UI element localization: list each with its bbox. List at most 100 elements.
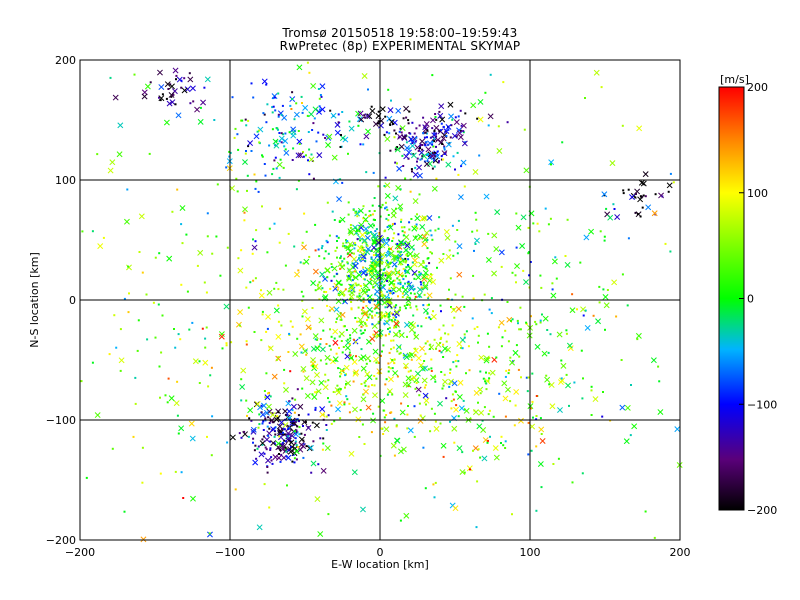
data-point-dot: [379, 215, 382, 218]
data-point-dot: [601, 415, 604, 418]
data-point-dot: [148, 152, 151, 155]
data-point-dot: [454, 359, 457, 362]
data-point-dot: [413, 132, 416, 135]
data-point-dot: [460, 124, 463, 127]
data-point-dot: [257, 190, 260, 193]
data-point-cross: [240, 367, 247, 374]
data-point-cross: [419, 215, 426, 222]
data-point-dot: [547, 351, 550, 354]
data-point-dot: [391, 393, 394, 396]
data-point-dot: [389, 247, 392, 250]
data-point-dot: [371, 310, 374, 313]
data-point-dot: [463, 333, 466, 336]
data-point-cross: [293, 111, 300, 118]
data-point-cross: [364, 371, 371, 378]
data-point-dot: [240, 119, 243, 122]
data-point-dot: [357, 124, 360, 127]
data-point-dot: [343, 403, 346, 406]
data-point-cross: [498, 319, 505, 326]
data-point-dot: [348, 120, 351, 123]
data-point-cross: [383, 240, 390, 247]
data-point-dot: [263, 483, 266, 486]
data-point-dot: [387, 88, 390, 91]
data-point-dot: [636, 213, 639, 215]
data-point-dot: [329, 287, 332, 290]
data-point-dot: [372, 298, 375, 301]
data-point-cross: [197, 249, 204, 256]
data-point-dot: [417, 149, 420, 152]
data-point-dot: [507, 340, 510, 343]
data-point-dot: [600, 86, 603, 89]
data-point-cross: [421, 377, 428, 384]
data-point-dot: [430, 273, 432, 276]
data-point-dot: [385, 217, 388, 220]
data-point-dot: [418, 273, 421, 276]
data-point-cross: [444, 234, 451, 241]
data-point-dot: [374, 219, 376, 221]
data-point-cross: [466, 465, 473, 472]
data-point-dot: [262, 435, 265, 438]
data-point-dot: [186, 290, 189, 293]
data-point-dot: [401, 292, 404, 295]
data-point-dot: [381, 293, 384, 296]
data-point-dot: [434, 116, 437, 118]
data-point-dot: [330, 266, 333, 268]
data-point-dot: [274, 109, 277, 112]
data-point-dot: [442, 324, 445, 327]
data-point-cross: [492, 445, 499, 452]
data-point-dot: [449, 136, 452, 139]
data-point-dot: [365, 324, 368, 327]
data-point-dot: [388, 326, 391, 329]
data-point-dot: [322, 133, 325, 136]
data-point-dot: [419, 158, 422, 161]
data-point-dot: [500, 345, 503, 348]
data-point-dot: [434, 229, 437, 232]
data-point-dot: [293, 461, 296, 464]
data-point-dot: [457, 360, 460, 363]
data-point-dot: [386, 208, 389, 211]
data-point-cross: [429, 153, 436, 159]
data-point-dot: [464, 112, 467, 115]
data-point-dot: [243, 219, 246, 222]
data-point-cross: [281, 114, 288, 121]
data-point-cross: [548, 382, 555, 388]
data-point-dot: [389, 149, 392, 152]
data-point-dot: [530, 449, 533, 452]
data-point-cross: [158, 95, 165, 102]
data-point-dot: [452, 398, 455, 401]
data-point-dot: [669, 172, 672, 175]
data-point-dot: [271, 173, 274, 176]
data-point-dot: [393, 305, 396, 308]
data-point-dot: [284, 132, 287, 135]
data-point-cross: [109, 159, 116, 166]
data-point-dot: [284, 148, 287, 151]
data-point-dot: [295, 429, 298, 432]
data-point-cross: [415, 386, 422, 393]
data-point-dot: [324, 373, 327, 376]
data-point-dot: [273, 287, 276, 290]
data-point-dot: [268, 144, 271, 147]
data-point-dot: [434, 420, 437, 423]
data-point-dot: [413, 277, 416, 280]
data-point-cross: [218, 331, 225, 338]
data-point-dot: [305, 230, 308, 233]
data-point-cross: [423, 397, 430, 404]
data-point-cross: [381, 299, 388, 306]
data-point-cross: [302, 104, 309, 111]
data-point-dot: [404, 261, 407, 264]
data-point-dot: [566, 218, 569, 221]
data-point-dot: [344, 386, 346, 389]
data-point-dot: [257, 426, 260, 429]
data-point-dot: [381, 274, 384, 277]
data-point-cross: [514, 263, 520, 270]
data-point-cross: [491, 270, 498, 277]
data-point-dot: [123, 297, 126, 300]
data-point-cross: [410, 152, 417, 159]
data-point-cross: [544, 376, 551, 383]
data-point-dot: [282, 288, 285, 291]
data-point-dot: [527, 226, 530, 229]
data-point-cross: [422, 284, 429, 291]
data-point-cross: [319, 83, 326, 90]
data-point-dot: [413, 435, 416, 438]
data-point-dot: [402, 267, 405, 270]
